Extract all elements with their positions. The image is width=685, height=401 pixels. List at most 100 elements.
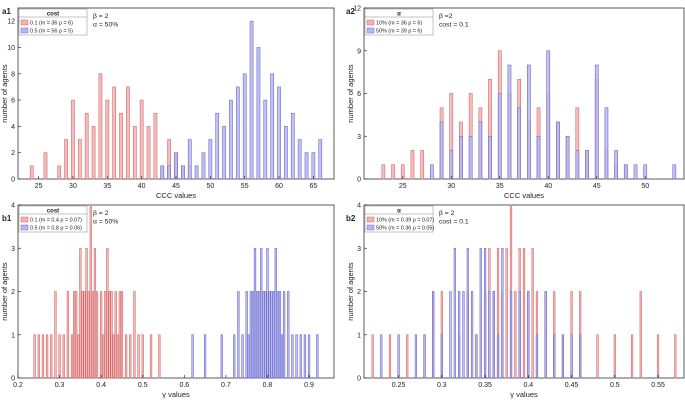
- bar-b1-red-1: [37, 334, 40, 379]
- y-tick-label: 0: [357, 376, 361, 383]
- bar-b2-blue-25: [561, 334, 565, 379]
- bar-b1-red-2: [41, 334, 45, 379]
- bar-a1-blue-13: [249, 20, 254, 180]
- bar-b1-blue-28: [299, 334, 302, 379]
- bar-b2-red-32: [674, 334, 677, 379]
- bar-b1-blue-31: [316, 334, 319, 379]
- y-tick-label: 10: [7, 45, 15, 52]
- annotation-text: cost = 0.1: [439, 22, 469, 29]
- bar-a1-blue-22: [311, 152, 316, 180]
- legend-entry: 0.5 (m = 0.8 ρ = 0.06): [30, 226, 82, 232]
- bar-b1-red-25: [106, 247, 109, 379]
- bar-b2-red-30: [639, 291, 642, 379]
- y-tick-label: 6: [357, 91, 361, 98]
- bar-b1-blue-4: [237, 291, 240, 379]
- bar-b2-blue-23: [544, 291, 547, 379]
- bar-b2-blue-2: [414, 334, 417, 379]
- chart-panel-a2: 25 30 35 40 45 50 0 3 6 9 12 CCC values number of ag…: [346, 6, 685, 200]
- bar-b1-red-0: [33, 334, 36, 379]
- bar-b2-blue-10: [466, 247, 469, 379]
- bar-b1-red-33: [124, 334, 128, 379]
- bar-a2-blue-13: [556, 121, 560, 180]
- bar-b1-blue-6: [245, 291, 248, 379]
- y-tick-label: 2: [11, 289, 15, 296]
- bar-b1-red-21: [95, 291, 99, 379]
- bar-b2-blue-1: [397, 334, 400, 379]
- bar-a1-blue-19: [290, 112, 295, 180]
- bar-a1-red-1: [43, 152, 48, 180]
- x-tick-label: 30: [447, 183, 455, 190]
- y-tick-label: 9: [357, 48, 361, 55]
- bar-b1-blue-2: [220, 334, 223, 379]
- bar-b2-blue-20: [518, 291, 521, 379]
- x-tick-label: 0.25: [392, 382, 406, 389]
- bar-b1-red-30: [116, 334, 119, 379]
- bar-a2-blue-10: [526, 64, 531, 180]
- x-tick-label: 0.35: [478, 382, 492, 389]
- y-tick-label: 2: [11, 150, 15, 157]
- bar-a2-blue-14: [565, 135, 570, 180]
- bar-b1-red-3: [45, 334, 49, 379]
- bar-a2-blue-21: [633, 164, 638, 180]
- y-tick-label: 0: [357, 177, 361, 184]
- bar-a2-blue-1: [439, 121, 444, 180]
- bar-a2-blue-11: [536, 135, 541, 180]
- bar-b2-blue-27: [579, 334, 582, 379]
- bar-a2-blue-23: [672, 164, 677, 180]
- legend-swatch-red: [366, 19, 375, 26]
- bar-b1-blue-14: [262, 291, 265, 379]
- bar-b1-red-38: [149, 334, 153, 379]
- bar-a1-blue-6: [201, 152, 206, 180]
- y-tick-label: 4: [11, 124, 15, 131]
- bar-b2-blue-7: [453, 247, 456, 379]
- bar-b1-red-39: [158, 334, 161, 379]
- bar-b1-red-16: [85, 247, 88, 379]
- legend-title: α: [397, 12, 401, 18]
- bar-a2-blue-18: [604, 107, 609, 180]
- legend-swatch-blue: [366, 224, 375, 231]
- bar-b1-blue-13: [260, 247, 263, 379]
- bar-a1-blue-11: [235, 86, 240, 180]
- bar-b2-blue-4: [432, 291, 435, 379]
- bar-a1-blue-1: [167, 165, 171, 180]
- bar-b2-blue-17: [496, 334, 500, 379]
- bar-b1-blue-11: [255, 291, 259, 379]
- bar-a2-blue-3: [459, 135, 463, 180]
- panel-label: a1: [2, 7, 11, 16]
- bar-a2-blue-17: [594, 64, 599, 180]
- chart-panel-b2: 0.25 0.3 0.35 0.4 0.45 0.5 0.55 0 1 2 3 4 γ values nu…: [346, 203, 685, 399]
- y-tick-label: 2: [357, 289, 361, 296]
- bar-b1-red-29: [114, 291, 117, 379]
- legend-title: α: [397, 209, 401, 215]
- bar-b2-blue-16: [492, 291, 495, 379]
- y-tick-label: 3: [357, 134, 361, 141]
- x-tick-label: 50: [206, 183, 214, 190]
- bar-a2-blue-19: [614, 150, 618, 180]
- bar-b1-red-34: [129, 334, 132, 379]
- bar-b1-blue-24: [282, 291, 286, 379]
- bar-b1-blue-7: [247, 334, 250, 379]
- bar-a1-red-9: [105, 99, 110, 180]
- x-tick-label: 45: [172, 183, 180, 190]
- legend-box: [18, 205, 88, 233]
- legend-swatch-red: [20, 19, 29, 26]
- bar-b2-blue-12: [475, 334, 478, 379]
- bar-b1-red-11: [75, 291, 78, 379]
- bar-b1-red-7: [62, 334, 65, 379]
- bar-b2-blue-22: [535, 334, 539, 379]
- bar-b2-red-14: [505, 247, 508, 379]
- panel-label: b1: [2, 214, 12, 223]
- y-axis-label: number of agents: [346, 262, 355, 321]
- bar-b2-blue-0: [380, 334, 383, 379]
- bar-a1-blue-4: [187, 139, 192, 180]
- legend-swatch-red: [366, 216, 375, 223]
- bar-a2-blue-8: [507, 64, 512, 180]
- bar-b2-red-28: [613, 334, 616, 379]
- legend-entry: 50% (m = 0.36 ρ = 0.05): [376, 226, 434, 232]
- bar-b1-red-20: [93, 247, 97, 379]
- bar-b1-blue-17: [268, 291, 271, 379]
- legend-swatch-blue: [366, 27, 375, 34]
- bar-a1-blue-7: [208, 139, 213, 180]
- y-tick-label: 4: [357, 203, 361, 210]
- bar-b1-red-23: [102, 334, 105, 379]
